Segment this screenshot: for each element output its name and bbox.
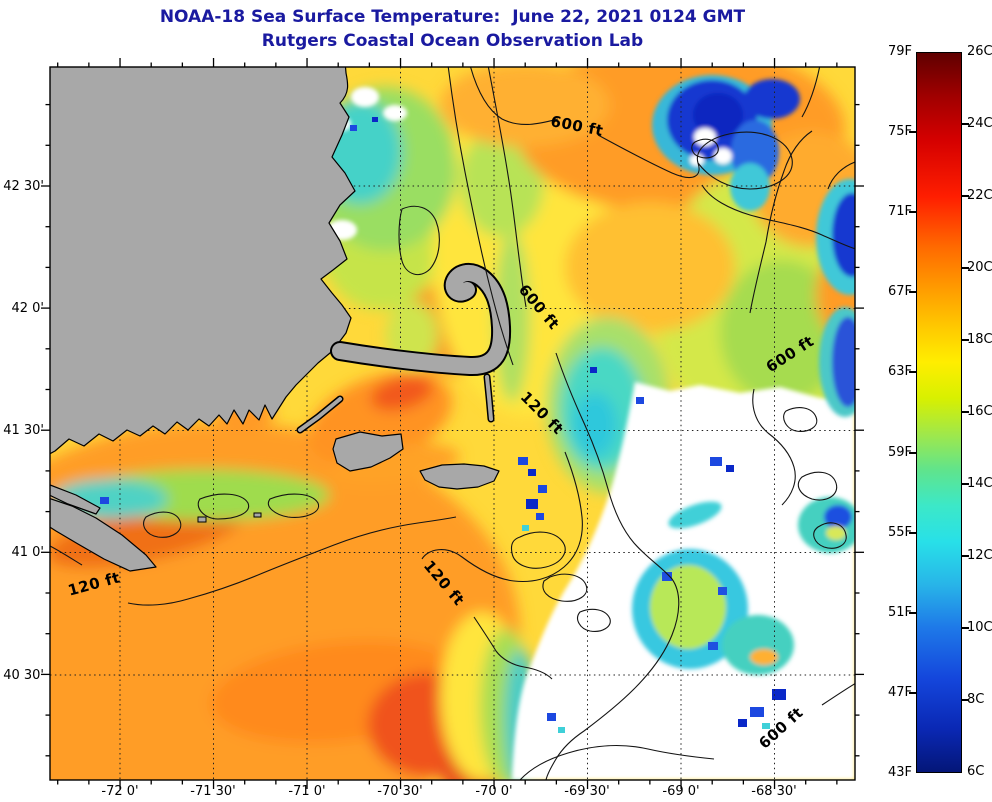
colorbar-label-f: 47F bbox=[887, 685, 912, 700]
colorbar-label-c: 24C bbox=[967, 116, 992, 131]
x-tick-label: -70 0' bbox=[475, 784, 513, 799]
cold-speckles bbox=[100, 117, 786, 733]
x-tick-label: -69 30' bbox=[564, 784, 610, 799]
colorbar-label-c: 18C bbox=[967, 332, 992, 347]
graticule bbox=[50, 67, 855, 780]
colorbar-label-f: 63F bbox=[887, 364, 912, 379]
colorbar-label-c: 26C bbox=[967, 44, 992, 59]
colorbar-label-c: 8C bbox=[967, 692, 985, 707]
depth-contours bbox=[50, 67, 855, 780]
colorbar-label-f: 75F bbox=[887, 124, 912, 139]
page-title: NOAA-18 Sea Surface Temperature: June 22… bbox=[159, 7, 746, 27]
x-tick-label: -72 0' bbox=[101, 784, 139, 799]
x-tick-label: -70 30' bbox=[377, 784, 423, 799]
y-tick-label: 42 0' bbox=[11, 301, 44, 316]
map-plot-area: 600 ft 600 ft 120 ft 600 ft 120 ft 120 f… bbox=[41, 58, 864, 789]
colorbar-label-c: 20C bbox=[967, 260, 992, 275]
colorbar-label-c: 6C bbox=[967, 764, 985, 779]
colorbar-label-f: 51F bbox=[887, 605, 912, 620]
colorbar-label-c: 16C bbox=[967, 404, 992, 419]
colorbar-label-f: 43F bbox=[887, 765, 912, 780]
colorbar-label-c: 12C bbox=[967, 548, 992, 563]
colorbar-label-f: 59F bbox=[887, 445, 912, 460]
y-tick-label: 42 30' bbox=[3, 179, 44, 194]
colorbar-label-f: 55F bbox=[887, 525, 912, 540]
y-tick-label: 41 30' bbox=[3, 423, 44, 438]
x-tick-label: -69 0' bbox=[662, 784, 700, 799]
colorbar-label-c: 22C bbox=[967, 188, 992, 203]
plot-frame bbox=[49, 66, 856, 781]
colorbar-label-c: 10C bbox=[967, 620, 992, 635]
x-tick-label: -68 30' bbox=[751, 784, 797, 799]
colorbar bbox=[916, 52, 962, 773]
colorbar-label-f: 67F bbox=[887, 284, 912, 299]
colorbar-label-f: 79F bbox=[887, 44, 912, 59]
page-subtitle: Rutgers Coastal Ocean Observation Lab bbox=[261, 31, 644, 51]
cold-patches bbox=[632, 75, 855, 675]
colorbar-label-c: 14C bbox=[967, 476, 992, 491]
sst-map bbox=[41, 58, 864, 789]
y-tick-label: 40 30' bbox=[3, 668, 44, 683]
land bbox=[50, 67, 512, 572]
x-tick-label: -71 30' bbox=[190, 784, 236, 799]
colorbar-label-f: 71F bbox=[887, 204, 912, 219]
axis-ticks bbox=[41, 58, 864, 789]
y-tick-label: 41 0' bbox=[11, 545, 44, 560]
x-tick-label: -71 0' bbox=[288, 784, 326, 799]
